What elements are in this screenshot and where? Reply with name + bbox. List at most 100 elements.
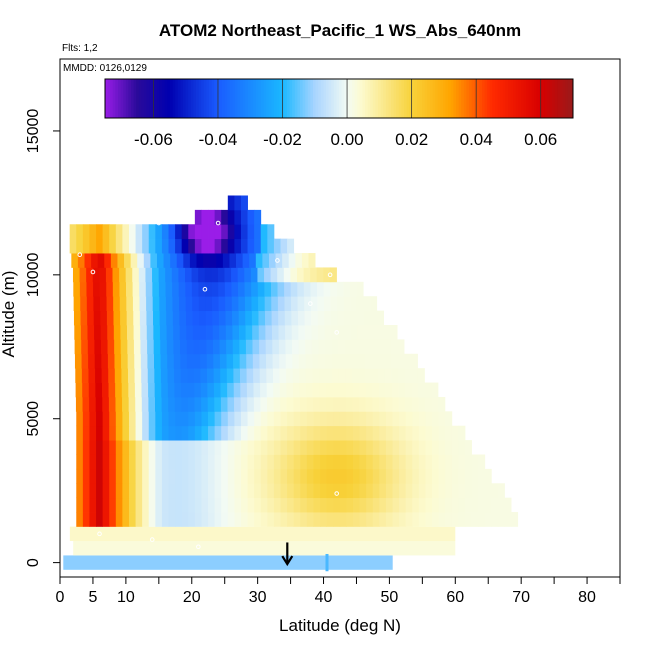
heatmap-cell bbox=[76, 454, 84, 470]
heatmap-cell bbox=[167, 368, 175, 383]
heatmap-cell bbox=[161, 224, 169, 240]
heatmap-cell bbox=[208, 238, 216, 254]
heatmap-cell bbox=[181, 454, 189, 470]
heatmap-cell bbox=[240, 425, 248, 441]
heatmap-cell bbox=[371, 339, 379, 355]
heatmap-cell bbox=[273, 382, 281, 398]
heatmap-cell bbox=[89, 238, 97, 254]
heatmap-cell bbox=[82, 468, 90, 484]
heatmap-cell bbox=[384, 353, 392, 369]
heatmap-cell bbox=[260, 512, 268, 527]
heatmap-cell bbox=[219, 324, 227, 340]
heatmap-cell bbox=[234, 468, 242, 484]
heatmap-cell bbox=[366, 425, 374, 441]
heatmap-cell bbox=[286, 382, 294, 398]
colorbar-segment bbox=[185, 79, 189, 118]
heatmap-cell bbox=[152, 296, 160, 312]
heatmap-cell bbox=[196, 253, 204, 268]
heatmap-cell bbox=[121, 353, 129, 369]
heatmap-cell bbox=[339, 425, 347, 441]
colorbar-segment bbox=[118, 79, 122, 118]
heatmap-cell bbox=[279, 353, 287, 369]
colorbar-segment bbox=[110, 79, 114, 118]
heatmap-cell bbox=[148, 382, 156, 398]
heatmap-cell bbox=[379, 440, 387, 455]
heatmap-cell bbox=[147, 368, 155, 383]
heatmap-cell bbox=[198, 296, 206, 312]
heatmap-cell bbox=[260, 454, 268, 470]
heatmap-cell bbox=[288, 253, 296, 268]
heatmap-cell bbox=[418, 454, 426, 470]
heatmap-cell bbox=[325, 382, 333, 398]
heatmap-cell bbox=[344, 324, 352, 340]
heatmap-cell bbox=[304, 310, 312, 326]
heatmap-cell bbox=[87, 324, 95, 340]
heatmap-cell bbox=[280, 425, 288, 441]
heatmap-cell bbox=[146, 296, 154, 312]
heatmap-cell bbox=[188, 468, 196, 484]
heatmap-cell bbox=[344, 339, 352, 355]
heatmap-cell bbox=[345, 353, 353, 369]
heatmap-cell bbox=[366, 468, 374, 484]
heatmap-cell bbox=[372, 468, 380, 484]
colorbar-segment bbox=[435, 79, 439, 118]
heatmap-cell bbox=[145, 267, 153, 283]
colorbar-segment bbox=[492, 79, 496, 118]
heatmap-cell bbox=[290, 267, 298, 283]
heatmap-cell bbox=[412, 483, 420, 499]
heatmap-cell bbox=[313, 396, 321, 412]
heatmap-cell bbox=[109, 454, 117, 470]
colorbar-segment bbox=[255, 79, 259, 118]
heatmap-cell bbox=[484, 497, 492, 513]
heatmap-cell bbox=[109, 440, 117, 455]
heatmap-cell bbox=[418, 440, 426, 455]
heatmap-cell bbox=[96, 425, 104, 441]
heatmap-cell bbox=[358, 353, 366, 369]
colorbar-segment bbox=[391, 79, 395, 118]
heatmap-cell bbox=[200, 353, 208, 369]
x-tick-label: 20 bbox=[183, 589, 201, 606]
colorbar-segment bbox=[292, 79, 296, 118]
heatmap-cell bbox=[331, 339, 339, 355]
heatmap-cell bbox=[181, 483, 189, 499]
heatmap-cell bbox=[222, 253, 230, 268]
heatmap-cell bbox=[168, 497, 176, 513]
heatmap-cell bbox=[254, 512, 262, 527]
heatmap-cell bbox=[114, 368, 122, 383]
heatmap-cell bbox=[484, 512, 492, 527]
heatmap-cell bbox=[412, 468, 420, 484]
sample-marker bbox=[334, 330, 340, 335]
heatmap-cell bbox=[161, 497, 169, 513]
colorbar-segment bbox=[248, 79, 252, 118]
heatmap-cell bbox=[305, 353, 313, 369]
sample-marker bbox=[327, 272, 333, 278]
bottom-band-1 bbox=[69, 526, 456, 542]
heatmap-cell bbox=[181, 238, 189, 254]
heatmap-cell bbox=[250, 267, 258, 283]
colorbar-segment bbox=[310, 79, 314, 118]
heatmap-cell bbox=[277, 281, 285, 297]
heatmap-cell bbox=[233, 368, 241, 383]
heatmap-cell bbox=[154, 382, 162, 398]
colorbar-tick-label: 0.06 bbox=[524, 130, 557, 149]
heatmap-cell bbox=[385, 382, 393, 398]
heatmap-cell bbox=[411, 368, 419, 383]
colorbar-segment bbox=[164, 79, 168, 118]
heatmap-cell bbox=[82, 224, 90, 240]
colorbar-segment bbox=[167, 79, 171, 118]
colorbar-segment bbox=[180, 79, 184, 118]
heatmap-cell bbox=[227, 425, 235, 441]
heatmap-cell bbox=[260, 382, 268, 398]
colorbar-segment bbox=[224, 79, 228, 118]
heatmap-cell bbox=[155, 440, 163, 455]
heatmap-cell bbox=[94, 353, 102, 369]
heatmap-cell bbox=[208, 483, 216, 499]
colorbar-segment bbox=[417, 79, 421, 118]
heatmap-cell bbox=[87, 310, 95, 326]
heatmap-cell bbox=[352, 425, 360, 441]
heatmap-cell bbox=[194, 497, 202, 513]
heatmap-cell bbox=[89, 411, 97, 427]
heatmap-cell bbox=[181, 224, 189, 240]
heatmap-cell bbox=[229, 253, 237, 268]
heatmap-cell bbox=[101, 353, 109, 369]
